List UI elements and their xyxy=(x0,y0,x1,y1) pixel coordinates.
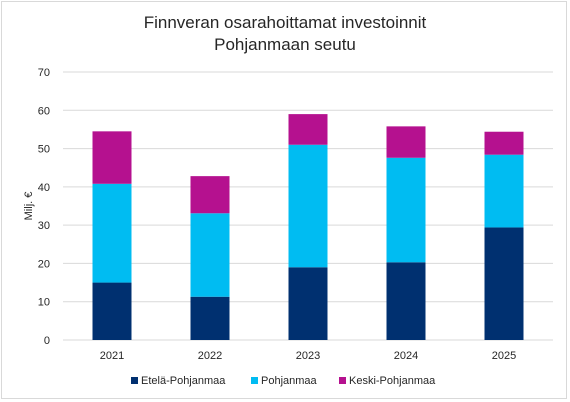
x-tick-labels: 2021 2022 2023 2024 2025 xyxy=(100,350,516,362)
bar-2023-Pohjanmaa xyxy=(288,144,328,268)
legend-swatch-Etelä-Pohjanmaa xyxy=(131,377,138,384)
bar-2023-Keski-Pohjanmaa xyxy=(288,114,328,145)
bars xyxy=(92,114,524,340)
y-tick-label: 70 xyxy=(38,67,50,79)
bar-2025-Etelä-Pohjanmaa xyxy=(484,227,524,340)
y-tick-label: 50 xyxy=(38,144,50,156)
y-tick-label: 60 xyxy=(38,105,50,117)
bar-2025-Pohjanmaa xyxy=(484,154,524,228)
y-tick-label: 30 xyxy=(38,220,50,232)
y-tick-label: 40 xyxy=(38,182,50,194)
legend-swatch-Pohjanmaa xyxy=(251,377,258,384)
bar-2022-Keski-Pohjanmaa xyxy=(190,176,230,214)
x-tick-label: 2023 xyxy=(296,350,320,362)
legend: Etelä-Pohjanmaa Pohjanmaa Keski-Pohjanmaa xyxy=(131,375,436,387)
legend-label: Pohjanmaa xyxy=(261,375,318,387)
bar-2024-Etelä-Pohjanmaa xyxy=(386,262,426,340)
x-tick-label: 2025 xyxy=(492,350,516,362)
bar-2022-Etelä-Pohjanmaa xyxy=(190,296,230,340)
bar-2021-Etelä-Pohjanmaa xyxy=(92,282,132,340)
chart-title-line-2: Pohjanmaan seutu xyxy=(214,35,356,54)
y-axis-label: Milj. € xyxy=(23,192,35,221)
bar-2021-Pohjanmaa xyxy=(92,183,132,283)
bar-2021-Keski-Pohjanmaa xyxy=(92,131,132,184)
bar-2024-Keski-Pohjanmaa xyxy=(386,126,426,158)
y-tick-label: 10 xyxy=(38,297,50,309)
legend-swatch-Keski-Pohjanmaa xyxy=(339,377,346,384)
bar-2024-Pohjanmaa xyxy=(386,157,426,263)
legend-label: Keski-Pohjanmaa xyxy=(349,375,436,387)
chart-title-line-1: Finnveran osarahoittamat investoinnit xyxy=(144,13,427,32)
bar-2025-Keski-Pohjanmaa xyxy=(484,131,524,155)
y-tick-label: 20 xyxy=(38,258,50,270)
bar-2023-Etelä-Pohjanmaa xyxy=(288,267,328,340)
legend-label: Etelä-Pohjanmaa xyxy=(141,375,226,387)
x-tick-label: 2021 xyxy=(100,350,124,362)
x-tick-label: 2024 xyxy=(394,350,418,362)
y-tick-label: 0 xyxy=(44,335,50,347)
bar-2022-Pohjanmaa xyxy=(190,213,230,297)
y-tick-labels: 0 10 20 30 40 50 60 70 xyxy=(38,67,50,347)
x-tick-label: 2022 xyxy=(198,350,222,362)
